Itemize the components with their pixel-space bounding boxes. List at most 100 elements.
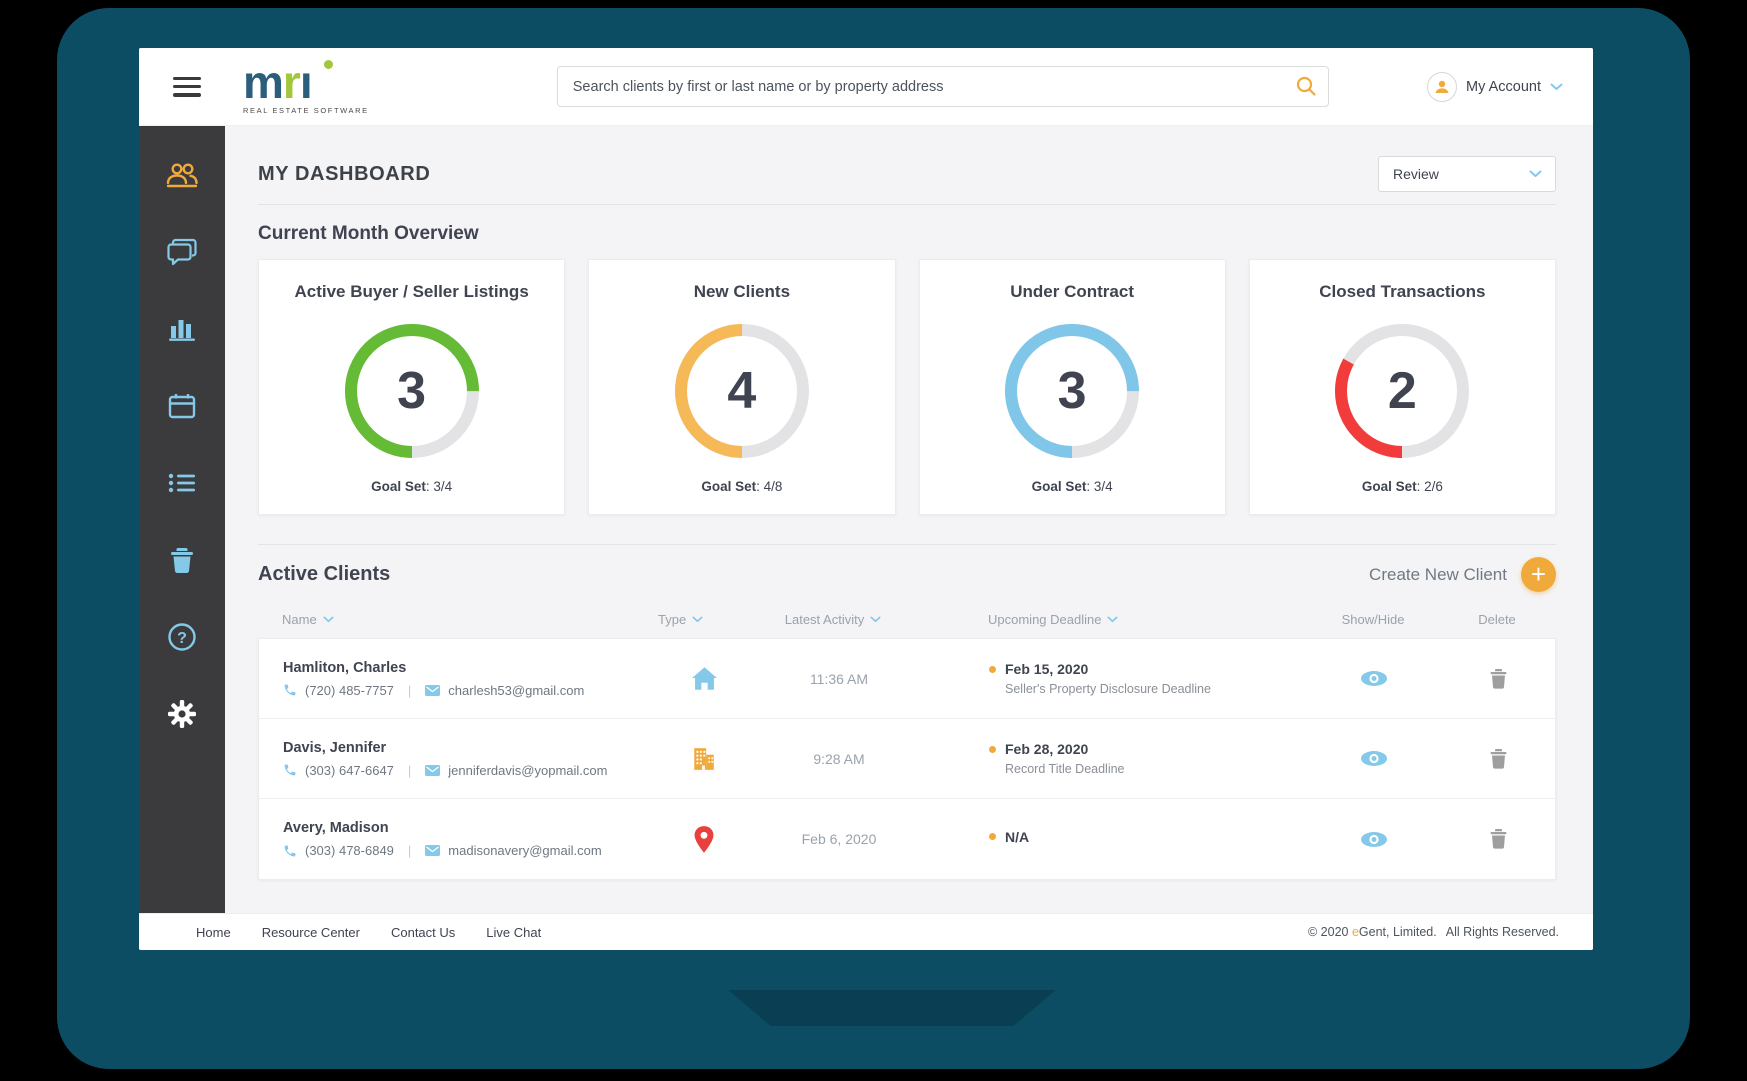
delete-button[interactable] <box>1439 829 1557 849</box>
clients-table-header: Name Type Latest Activity Upcoming Deadl… <box>258 606 1556 632</box>
column-header-name[interactable]: Name <box>258 612 658 627</box>
card-new-clients: New Clients 4 Goal Set: 4/8 <box>588 259 896 515</box>
latest-activity: Feb 6, 2020 <box>801 831 877 847</box>
footer-link-home[interactable]: Home <box>196 924 231 940</box>
delete-button[interactable] <box>1439 748 1557 769</box>
sort-chevron-icon <box>692 616 703 622</box>
separator: | <box>407 682 412 698</box>
chevron-down-icon <box>1529 170 1542 177</box>
client-row: Avery, Madison (303) 478-6849 | madisona… <box>259 799 1555 879</box>
sort-chevron-icon <box>323 616 334 622</box>
logo-letter-r: r <box>282 55 301 108</box>
house-icon <box>691 667 717 690</box>
card-value: 2 <box>1387 362 1417 420</box>
chat-icon <box>167 238 197 265</box>
overview-section-title: Current Month Overview <box>258 223 479 244</box>
column-header-type[interactable]: Type <box>658 612 748 627</box>
create-new-client-button[interactable]: Create New Client + <box>1369 557 1556 592</box>
logo-letter-i: ı <box>299 55 313 108</box>
overview-cards: Active Buyer / Seller Listings 3 Goal Se… <box>258 259 1556 515</box>
deadline-dot <box>989 745 996 753</box>
column-header-delete: Delete <box>1478 611 1516 627</box>
sidebar-item-help[interactable]: ? <box>139 598 225 675</box>
card-value: 3 <box>1057 362 1087 420</box>
sort-chevron-icon <box>1107 616 1119 622</box>
chevron-down-icon <box>1550 83 1563 90</box>
show-hide-button[interactable] <box>1309 831 1439 848</box>
users-icon <box>166 162 198 187</box>
search-bar <box>556 66 1329 107</box>
card-under-contract: Under Contract 3 Goal Set: 3/4 <box>918 259 1226 515</box>
trash-icon <box>1490 668 1506 689</box>
envelope-icon <box>425 764 441 776</box>
copyright-text: © 2020 eGent, Limited. All Rights Reserve… <box>1308 925 1559 939</box>
client-email: charlesh53@gmail.com <box>448 682 585 698</box>
sidebar-item-settings[interactable] <box>139 675 225 752</box>
sidebar-item-trash[interactable] <box>139 521 225 598</box>
separator: | <box>407 843 412 858</box>
sidebar-item-messages[interactable] <box>139 213 225 290</box>
my-account-label: My Account <box>1466 78 1541 95</box>
eye-icon <box>1361 671 1387 686</box>
phone-icon <box>284 764 296 776</box>
show-hide-button[interactable] <box>1309 750 1439 767</box>
client-phone: (303) 478-6849 <box>305 843 394 858</box>
sidebar-nav: ? <box>139 126 225 913</box>
column-header-upcoming-deadline[interactable]: Upcoming Deadline <box>918 612 1308 627</box>
delete-button[interactable] <box>1439 668 1557 689</box>
latest-activity: 11:36 AM <box>809 670 869 687</box>
eye-icon <box>1361 831 1387 847</box>
trash-icon <box>1490 829 1506 849</box>
logo-tagline: REAL ESTATE SOFTWARE <box>243 105 369 115</box>
phone-icon <box>284 845 296 856</box>
column-header-show-hide: Show/Hide <box>1341 611 1405 627</box>
card-title: Active Buyer / Seller Listings <box>294 282 529 301</box>
latest-activity: 9:28 AM <box>813 750 865 767</box>
footer-link-resource-center[interactable]: Resource Center <box>261 924 360 940</box>
footer-link-contact-us[interactable]: Contact Us <box>390 924 456 940</box>
goal-set-label: Goal Set: 3/4 <box>371 479 453 494</box>
eye-icon <box>1361 751 1387 766</box>
footer-bar: Home Resource Center Contact Us Live Cha… <box>139 913 1593 950</box>
client-row: Hamliton, Charles (720) 485-7757 | charl… <box>259 639 1555 719</box>
deadline-dot <box>989 833 996 840</box>
progress-ring: 2 <box>1327 316 1477 466</box>
app-window: mrı REAL ESTATE SOFTWARE My Account <box>139 48 1593 950</box>
deadline-date: Feb 15, 2020 <box>1005 661 1089 677</box>
my-account-menu[interactable]: My Account <box>1427 71 1563 102</box>
sidebar-item-tasks[interactable] <box>139 444 225 521</box>
top-bar: mrı REAL ESTATE SOFTWARE My Account <box>139 48 1593 126</box>
section-divider <box>258 544 1556 545</box>
envelope-icon <box>425 684 441 696</box>
sidebar-item-reports[interactable] <box>139 290 225 367</box>
sidebar-item-clients[interactable] <box>139 136 225 213</box>
deadline-date: Feb 28, 2020 <box>1005 741 1089 757</box>
clients-table: Hamliton, Charles (720) 485-7757 | charl… <box>258 638 1556 880</box>
search-icon[interactable] <box>1295 75 1317 102</box>
progress-ring: 3 <box>997 316 1147 466</box>
goal-set-label: Goal Set: 3/4 <box>1031 479 1113 494</box>
progress-ring: 3 <box>337 316 487 466</box>
client-phone: (720) 485-7757 <box>305 682 394 698</box>
column-header-latest-activity[interactable]: Latest Activity <box>748 612 918 627</box>
help-icon: ? <box>168 622 196 651</box>
client-phone: (303) 647-6647 <box>305 762 394 778</box>
logo-dot <box>324 59 333 69</box>
laptop-notch <box>728 990 1056 1026</box>
review-dropdown[interactable]: Review <box>1378 156 1556 192</box>
menu-icon[interactable] <box>173 76 201 97</box>
card-title: New Clients <box>693 282 791 301</box>
sidebar-item-calendar[interactable] <box>139 367 225 444</box>
deadline-note: Seller's Property Disclosure Deadline <box>1005 682 1211 696</box>
card-closed-transactions: Closed Transactions 2 Goal Set: 2/6 <box>1248 259 1556 515</box>
map-pin-icon <box>694 825 714 853</box>
show-hide-button[interactable] <box>1309 670 1439 687</box>
deadline-note: Record Title Deadline <box>1005 762 1125 776</box>
envelope-icon <box>425 845 441 856</box>
section-divider <box>258 204 1556 205</box>
sort-chevron-icon <box>870 616 881 622</box>
footer-link-live-chat[interactable]: Live Chat <box>486 924 542 940</box>
svg-text:?: ? <box>177 630 187 647</box>
deadline-date: N/A <box>1005 828 1030 845</box>
search-input[interactable] <box>556 66 1329 107</box>
